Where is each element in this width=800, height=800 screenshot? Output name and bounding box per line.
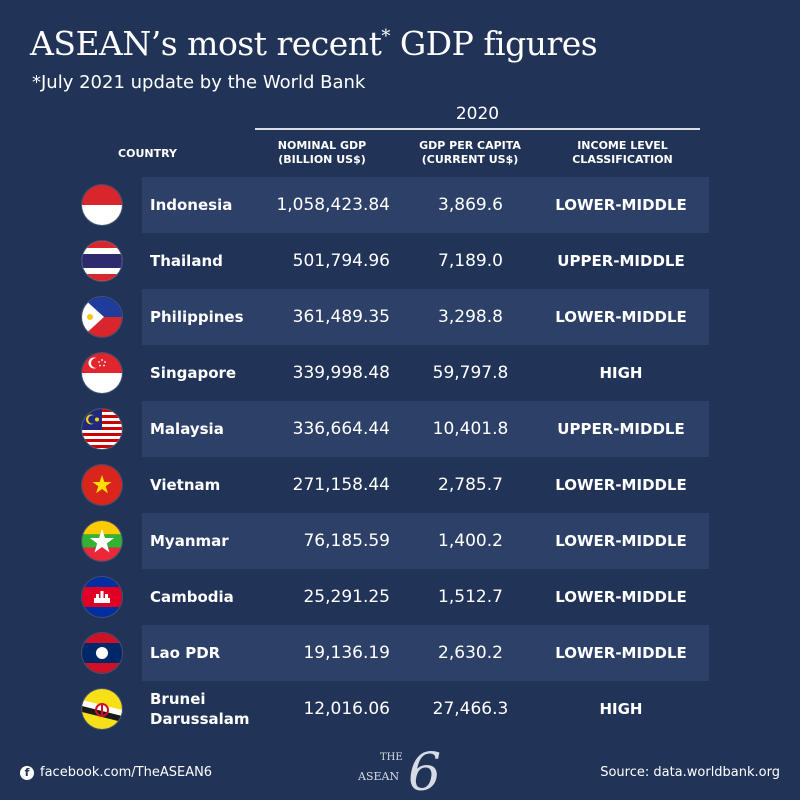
- income-level-value: LOWER-MIDDLE: [555, 476, 687, 494]
- source-note: Source: data.worldbank.org: [600, 765, 780, 780]
- gdp-per-capita-value: 3,869.6: [438, 195, 503, 215]
- malaysia-flag-icon: [82, 409, 122, 449]
- country-name: Singapore: [150, 364, 237, 382]
- country-name: Brunei Darussalam: [150, 690, 250, 728]
- nominal-gdp-value: 501,794.96: [292, 251, 390, 271]
- table-row: Brunei Darussalam 12,016.06 27,466.3 HIGH: [0, 681, 800, 737]
- philippines-flag-icon: [82, 297, 122, 337]
- laos-flag-icon: [82, 633, 122, 673]
- row-band: [142, 289, 709, 345]
- page-subtitle: *July 2021 update by the World Bank: [32, 72, 366, 93]
- singapore-flag-icon: [82, 353, 122, 393]
- nominal-gdp-value: 336,664.44: [292, 419, 390, 439]
- gdp-per-capita-value: 27,466.3: [432, 699, 509, 719]
- table-row: Thailand 501,794.96 7,189.0 UPPER-MIDDLE: [0, 233, 800, 289]
- nominal-gdp-value: 339,998.48: [292, 363, 390, 383]
- nominal-gdp-value: 19,136.19: [303, 643, 390, 663]
- country-name: Myanmar: [150, 532, 229, 550]
- income-level-value: LOWER-MIDDLE: [555, 532, 687, 550]
- year-header: 2020: [455, 104, 500, 124]
- table-row: Vietnam 271,158.44 2,785.7 LOWER-MIDDLE: [0, 457, 800, 513]
- income-level-value: LOWER-MIDDLE: [555, 588, 687, 606]
- country-name: Lao PDR: [150, 644, 221, 662]
- vietnam-flag-icon: [82, 465, 122, 505]
- year-divider: [255, 128, 700, 130]
- table-row: Indonesia 1,058,423.84 3,869.6 LOWER-MIDDLE: [0, 177, 800, 233]
- nominal-gdp-value: 1,058,423.84: [276, 195, 390, 215]
- cambodia-flag-icon: [82, 577, 122, 617]
- title-asterisk: *: [381, 26, 390, 47]
- nominal-gdp-value: 361,489.35: [292, 307, 390, 327]
- row-band: [142, 625, 709, 681]
- nominal-gdp-value: 12,016.06: [303, 699, 390, 719]
- row-band: [142, 177, 709, 233]
- indonesia-flag-icon: [82, 185, 122, 225]
- country-name: Vietnam: [150, 476, 221, 494]
- nominal-gdp-value: 25,291.25: [303, 587, 390, 607]
- the-asean6-logo: THE ASEAN 6: [357, 743, 441, 795]
- facebook-url: facebook.com/TheASEAN6: [40, 765, 213, 780]
- income-level-value: HIGH: [599, 700, 643, 718]
- income-level-value: UPPER-MIDDLE: [557, 252, 685, 270]
- col-header-gdp-per-capita: GDP PER CAPITA (CURRENT US$): [419, 139, 521, 166]
- row-band: [142, 513, 709, 569]
- nominal-gdp-value: 76,185.59: [303, 531, 390, 551]
- svg-text:THE: THE: [380, 752, 403, 763]
- income-level-value: UPPER-MIDDLE: [557, 420, 685, 438]
- gdp-per-capita-value: 3,298.8: [438, 307, 503, 327]
- table-row: Myanmar 76,185.59 1,400.2 LOWER-MIDDLE: [0, 513, 800, 569]
- gdp-per-capita-value: 2,630.2: [438, 643, 503, 663]
- gdp-per-capita-value: 1,512.7: [438, 587, 503, 607]
- col-header-income-level: INCOME LEVEL CLASSIFICATION: [572, 139, 673, 166]
- country-name: Cambodia: [150, 588, 234, 606]
- svg-text:6: 6: [408, 743, 441, 795]
- country-name: Indonesia: [150, 196, 233, 214]
- col-header-nominal-gdp: NOMINAL GDP (BILLION US$): [277, 139, 367, 166]
- income-level-value: LOWER-MIDDLE: [555, 196, 687, 214]
- income-level-value: LOWER-MIDDLE: [555, 644, 687, 662]
- country-name: Philippines: [150, 308, 244, 326]
- country-name: Thailand: [150, 252, 223, 270]
- gdp-per-capita-value: 1,400.2: [438, 531, 503, 551]
- table-row: Lao PDR 19,136.19 2,630.2 LOWER-MIDDLE: [0, 625, 800, 681]
- income-level-value: LOWER-MIDDLE: [555, 308, 687, 326]
- gdp-per-capita-value: 2,785.7: [438, 475, 503, 495]
- table-row: Malaysia 336,664.44 10,401.8 UPPER-MIDDLE: [0, 401, 800, 457]
- gdp-per-capita-value: 59,797.8: [432, 363, 509, 383]
- income-level-value: HIGH: [599, 364, 643, 382]
- svg-text:ASEAN: ASEAN: [357, 770, 399, 783]
- gdp-per-capita-value: 10,401.8: [432, 419, 509, 439]
- country-name: Malaysia: [150, 420, 224, 438]
- table-row: Singapore 339,998.48 59,797.8 HIGH: [0, 345, 800, 401]
- facebook-link[interactable]: f facebook.com/TheASEAN6: [20, 765, 212, 780]
- gdp-per-capita-value: 7,189.0: [438, 251, 503, 271]
- thailand-flag-icon: [82, 241, 122, 281]
- page-title: ASEAN’s most recent* GDP figures: [30, 24, 598, 63]
- table-row: Cambodia 25,291.25 1,512.7 LOWER-MIDDLE: [0, 569, 800, 625]
- brunei-flag-icon: [82, 689, 122, 729]
- table-row: Philippines 361,489.35 3,298.8 LOWER-MIDDLE: [0, 289, 800, 345]
- myanmar-flag-icon: [82, 521, 122, 561]
- col-header-country: COUNTRY: [118, 147, 177, 160]
- nominal-gdp-value: 271,158.44: [292, 475, 390, 495]
- row-band: [142, 401, 709, 457]
- facebook-icon: f: [20, 765, 34, 780]
